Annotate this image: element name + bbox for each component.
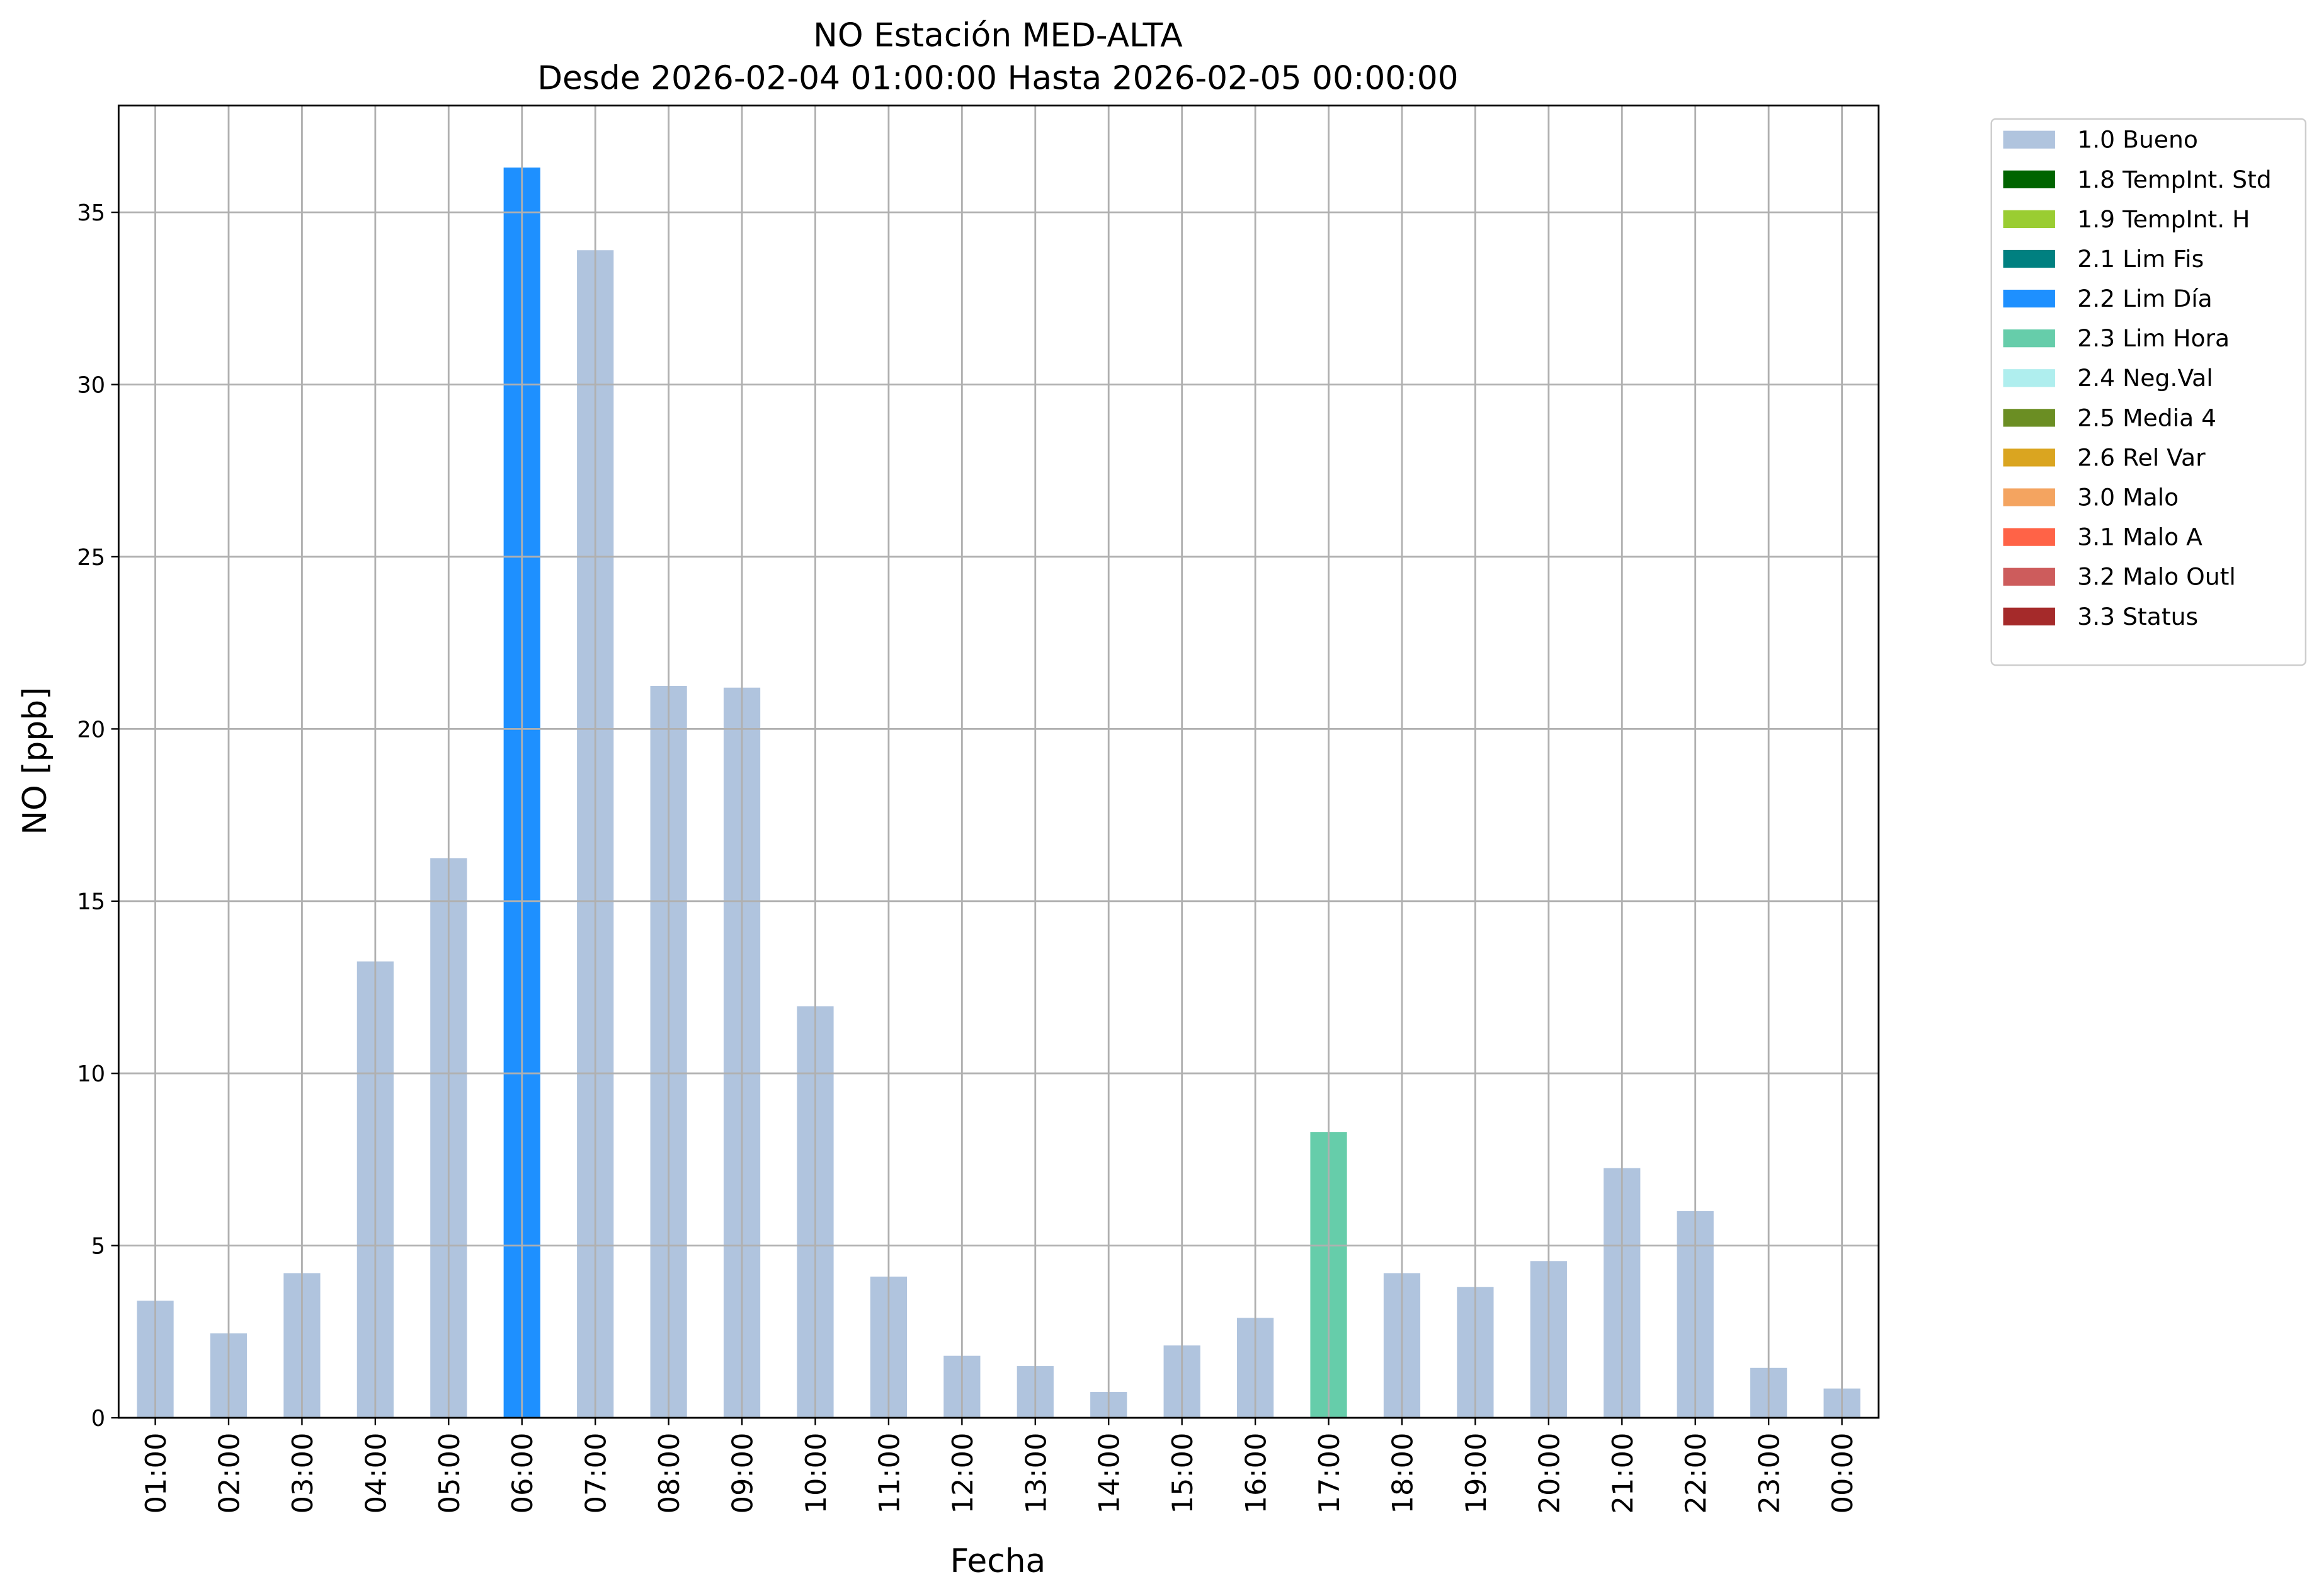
x-axis-label: Fecha [950, 1542, 1046, 1580]
legend-swatch [2003, 210, 2055, 229]
chart-subtitle: Desde 2026-02-04 01:00:00 Hasta 2026-02-… [537, 60, 1458, 98]
legend: 1.0 Bueno 1.8 TempInt. Std 1.9 TempInt. H 2… [1990, 118, 2306, 666]
x-tick-label: 18:00 [1386, 1433, 1419, 1514]
plot-area: 0 5 10 15 20 25 30 35 01:00 02:00 03:00 04:00 05:00 0… [77, 105, 1880, 1514]
x-tick-label: 23:00 [1753, 1433, 1786, 1514]
x-tick-label: 12:00 [946, 1433, 979, 1514]
legend-label: 2.4 Neg.Val [2077, 364, 2213, 392]
x-tick-label: 08:00 [652, 1433, 686, 1514]
x-tick-label: 02:00 [212, 1433, 246, 1514]
x-tick-label: 06:00 [506, 1433, 539, 1514]
legend-label: 1.8 TempInt. Std [2077, 166, 2271, 193]
legend-swatch [2003, 130, 2055, 149]
legend-swatch [2003, 329, 2055, 348]
legend-swatch [2003, 607, 2055, 625]
legend-label: 3.3 Status [2077, 603, 2198, 630]
legend-swatch [2003, 170, 2055, 188]
y-tick-label: 15 [77, 889, 105, 915]
legend-label: 3.1 Malo A [2077, 523, 2202, 551]
x-tick-label: 21:00 [1606, 1433, 1639, 1514]
y-tick-label: 0 [91, 1406, 105, 1432]
x-tick-label: 03:00 [286, 1433, 319, 1514]
x-tick-label: 10:00 [799, 1433, 833, 1514]
x-tick-label: 16:00 [1239, 1433, 1273, 1514]
x-tick-label: 04:00 [359, 1433, 392, 1514]
y-axis-label: NO [ppb] [16, 687, 54, 835]
x-tick-label: 01:00 [139, 1433, 173, 1514]
x-tick-label: 22:00 [1679, 1433, 1712, 1514]
legend-label: 2.2 Lim Día [2077, 285, 2212, 312]
x-tick-label: 07:00 [579, 1433, 613, 1514]
y-tick-label: 30 [77, 372, 105, 398]
legend-swatch [2003, 528, 2055, 546]
legend-label: 1.9 TempInt. H [2077, 205, 2250, 233]
legend-swatch [2003, 409, 2055, 427]
legend-swatch [2003, 488, 2055, 506]
legend-label: 2.3 Lim Hora [2077, 324, 2230, 352]
y-tick-label: 25 [77, 545, 105, 571]
legend-swatch [2003, 567, 2055, 586]
x-tick-label: 13:00 [1019, 1433, 1052, 1514]
legend-swatch [2003, 249, 2055, 268]
legend-label: 3.0 Malo [2077, 484, 2179, 511]
x-tick-label: 05:00 [433, 1433, 466, 1514]
x-tick-label: 15:00 [1166, 1433, 1199, 1514]
plot-frame [117, 105, 1880, 1419]
legend-swatch [2003, 448, 2055, 467]
x-tick-label: 09:00 [726, 1433, 760, 1514]
x-tick-label: 17:00 [1313, 1433, 1346, 1514]
y-tick-label: 10 [77, 1061, 105, 1087]
legend-label: 2.1 Lim Fis [2077, 245, 2204, 273]
x-tick-label: 20:00 [1532, 1433, 1566, 1514]
legend-label: 1.0 Bueno [2077, 126, 2198, 154]
x-tick-label: 19:00 [1459, 1433, 1493, 1514]
x-tick-label: 11:00 [872, 1433, 906, 1514]
y-tick-label: 20 [77, 717, 105, 743]
legend-label: 3.2 Malo Outl [2077, 563, 2236, 591]
y-tick-label: 5 [91, 1234, 105, 1260]
y-tick-label: 35 [77, 200, 105, 226]
legend-frame [1990, 118, 2306, 666]
legend-swatch [2003, 369, 2055, 387]
legend-label: 2.6 Rel Var [2077, 443, 2206, 471]
legend-label: 2.5 Media 4 [2077, 404, 2216, 431]
legend-swatch [2003, 289, 2055, 308]
x-tick-label: 00:00 [1826, 1433, 1859, 1514]
x-tick-label: 14:00 [1093, 1433, 1126, 1514]
chart-title: NO Estación MED-ALTA [813, 16, 1182, 54]
